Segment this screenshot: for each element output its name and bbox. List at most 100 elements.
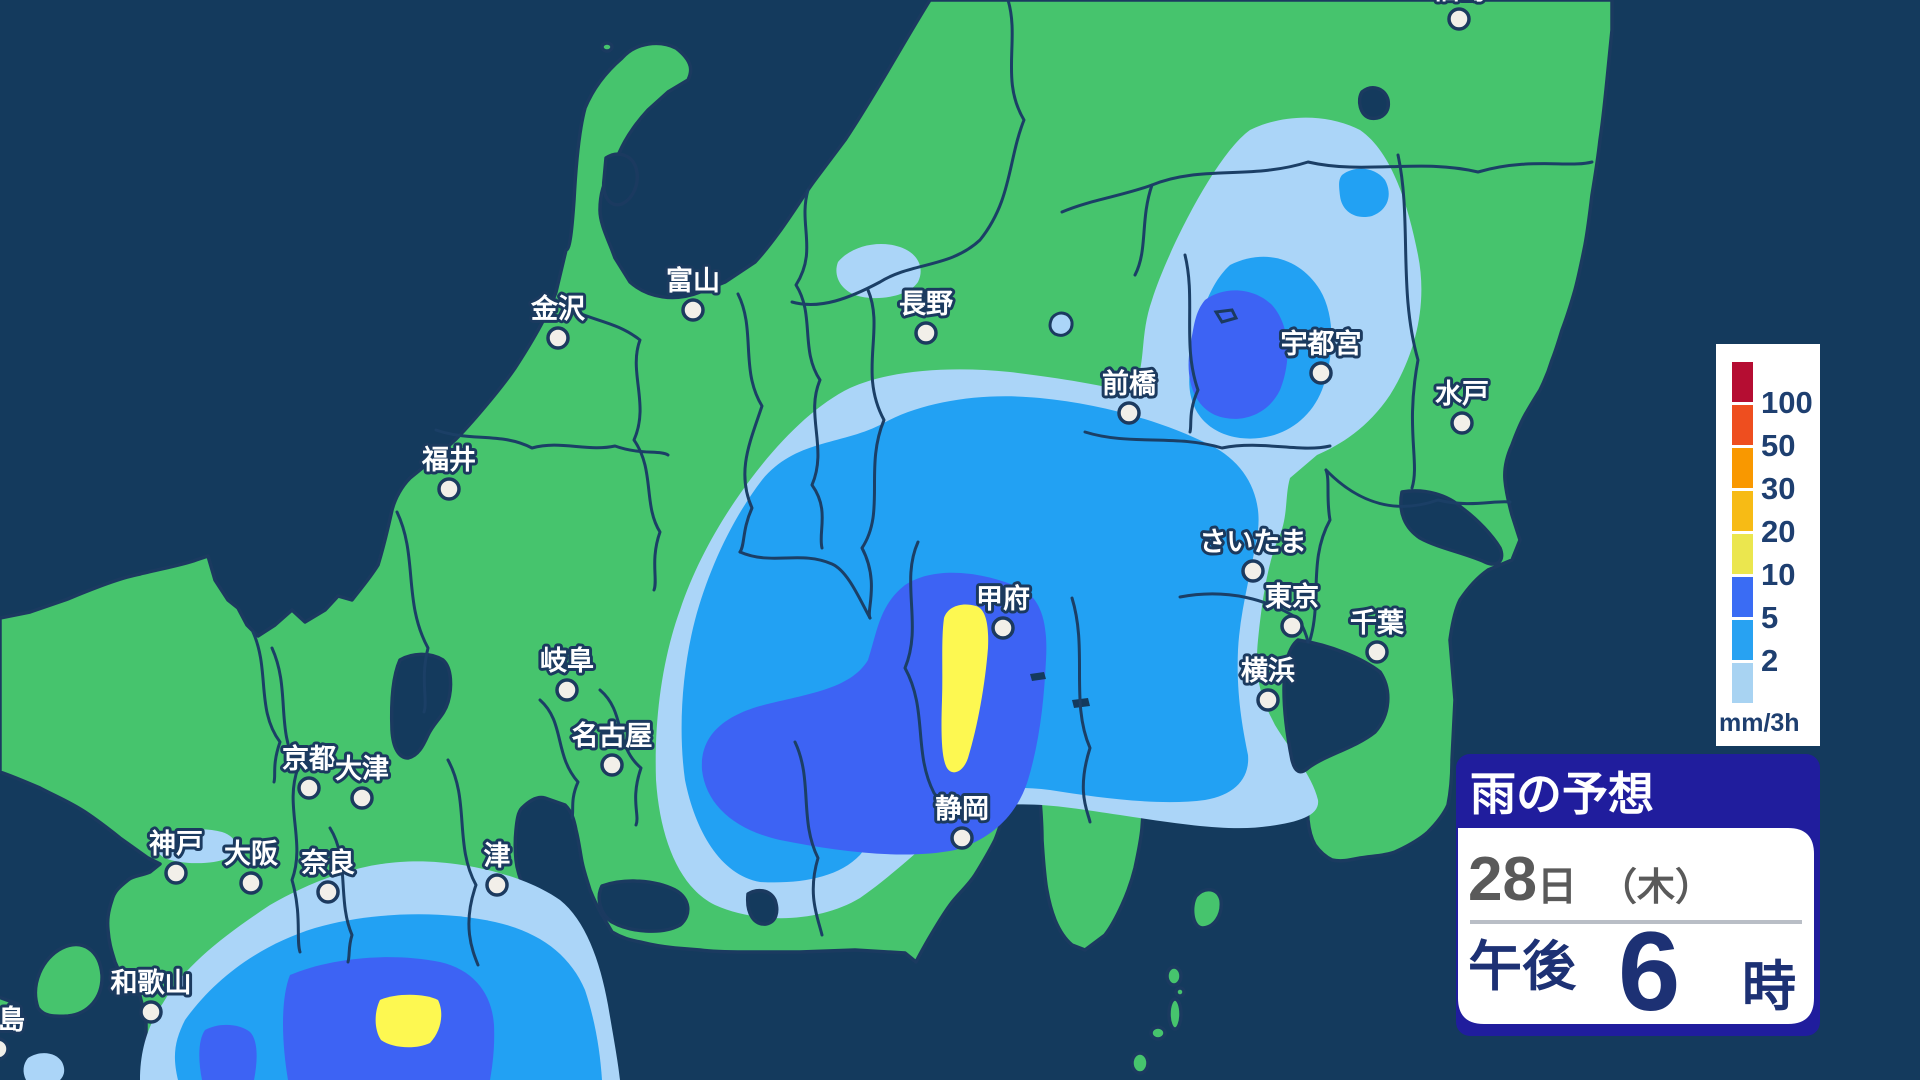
legend-value-100: 100 <box>1761 385 1813 420</box>
legend-value-30: 30 <box>1761 471 1795 506</box>
city-marker-富山: 富山 <box>663 262 723 322</box>
city-dot <box>600 753 624 777</box>
legend-chip-10 <box>1732 534 1753 574</box>
forecast-date: 28日 （木） <box>1468 845 1713 914</box>
info-box-title: 雨の予想 <box>1470 768 1654 820</box>
lake-biwa <box>389 652 453 760</box>
city-label: 横浜 <box>1241 656 1295 686</box>
city-label: 名古屋 <box>572 720 653 751</box>
city-dot <box>1309 361 1333 385</box>
rain-intense-kofu-streak <box>941 604 989 773</box>
city-marker-さいたま: さいたま <box>1196 524 1310 583</box>
izu-islet-1 <box>1165 965 1183 987</box>
city-marker-水戸: 水戸 <box>1432 376 1492 435</box>
city-label: 大津 <box>335 754 389 784</box>
city-dot <box>316 880 340 904</box>
lake-chuzenji <box>1213 308 1239 324</box>
legend-chip-20 <box>1732 491 1753 531</box>
city-dot <box>350 786 374 810</box>
city-marker-宇都宮: 宇都宮 <box>1278 325 1365 385</box>
city-label: 東京 <box>1265 581 1319 612</box>
legend-chip-30 <box>1732 448 1753 488</box>
lake-suwa <box>1048 311 1074 337</box>
city-dot <box>437 477 461 501</box>
tokyo-bay <box>1282 638 1390 774</box>
city-marker-大津: 大津 <box>332 751 392 810</box>
city-dot <box>1280 614 1304 638</box>
city-dot <box>139 1000 163 1024</box>
city-dot <box>164 861 188 885</box>
izu-islet-2 <box>1174 986 1186 998</box>
oshima-island <box>1190 887 1223 930</box>
forecast-info-box: 雨の予想 28日 （木） 午後 6 時 <box>1456 754 1820 1036</box>
city-dot <box>297 776 321 800</box>
city-dot <box>239 871 263 895</box>
legend-value-20: 20 <box>1761 514 1795 549</box>
forecast-hour: 6 <box>1618 909 1680 1034</box>
rain-light-northwest-patch <box>836 243 921 299</box>
legend-chip-min <box>1732 663 1753 703</box>
city-marker-和歌山: 和歌山 <box>108 965 195 1024</box>
city-label: 千葉 <box>1350 608 1405 638</box>
city-label: 福島 <box>1431 0 1486 5</box>
city-dot <box>546 326 570 350</box>
city-label: さいたま <box>1199 527 1306 557</box>
city-label: 京都 <box>282 743 336 774</box>
city-marker-長野: 長野 <box>896 286 956 345</box>
city-label: 津 <box>484 841 511 871</box>
fuji-lake-1 <box>1030 672 1046 681</box>
prefecture-borders <box>251 0 1594 967</box>
city-marker-福島: 福島 <box>1428 0 1489 31</box>
city-marker-横浜: 横浜 <box>1238 653 1298 712</box>
legend-scale: 100 50 30 20 10 5 2 <box>1732 362 1813 703</box>
city-label: 宇都宮 <box>1281 328 1362 359</box>
rain-heavy-northeast <box>1188 290 1288 419</box>
city-dot <box>1365 640 1389 664</box>
city-marker-徳島: 徳島 <box>0 1002 28 1061</box>
city-marker-岐阜: 岐阜 <box>537 643 597 702</box>
city-marker-静岡: 静岡 <box>932 791 992 850</box>
city-label: 神戸 <box>149 829 203 859</box>
city-label: 長野 <box>899 289 953 319</box>
legend-value-10: 10 <box>1761 557 1795 592</box>
legend-value-2: 2 <box>1761 643 1778 678</box>
city-dot <box>1241 559 1265 583</box>
city-dot <box>1256 688 1280 712</box>
forecast-period: 午後 <box>1468 937 1577 997</box>
city-label: 徳島 <box>0 1005 25 1035</box>
rain-intense-kansai <box>375 994 442 1048</box>
legend-chip-2 <box>1732 620 1753 660</box>
city-dot <box>555 678 579 702</box>
city-marker-奈良: 奈良 <box>297 844 358 904</box>
legend-value-5: 5 <box>1761 600 1778 635</box>
city-marker-甲府: 甲府 <box>973 580 1033 640</box>
city-dot <box>0 1037 10 1061</box>
city-marker-千葉: 千葉 <box>1347 605 1408 664</box>
city-marker-神戸: 神戸 <box>146 826 206 885</box>
legend-value-50: 50 <box>1761 428 1795 463</box>
info-box-panel <box>1458 828 1814 1024</box>
legend-unit-label: mm/3h <box>1719 709 1800 737</box>
mikawa-bay <box>597 879 690 933</box>
shikoku-corner <box>0 995 26 1032</box>
city-marker-大阪: 大阪 <box>221 836 281 895</box>
city-marker-金沢: 金沢 <box>527 290 589 350</box>
izu-islet-4 <box>1149 1025 1167 1041</box>
city-marker-東京: 東京 <box>1262 578 1322 638</box>
city-dot <box>485 873 509 897</box>
city-label: 奈良 <box>300 847 355 878</box>
rainfall-legend: 100 50 30 20 10 5 2 mm/3h <box>1716 344 1820 746</box>
legend-chip-5 <box>1732 577 1753 617</box>
nanao-bay <box>601 152 639 207</box>
lake-inawashiro <box>1357 86 1391 121</box>
city-dot <box>991 616 1015 640</box>
legend-chip-100 <box>1732 362 1753 402</box>
city-dot <box>1450 411 1474 435</box>
city-label: 福井 <box>421 445 476 475</box>
city-label: 静岡 <box>935 794 989 824</box>
lake-hamana <box>745 888 779 926</box>
forecast-hour-unit: 時 <box>1742 957 1796 1017</box>
city-label: 前橋 <box>1102 368 1157 399</box>
